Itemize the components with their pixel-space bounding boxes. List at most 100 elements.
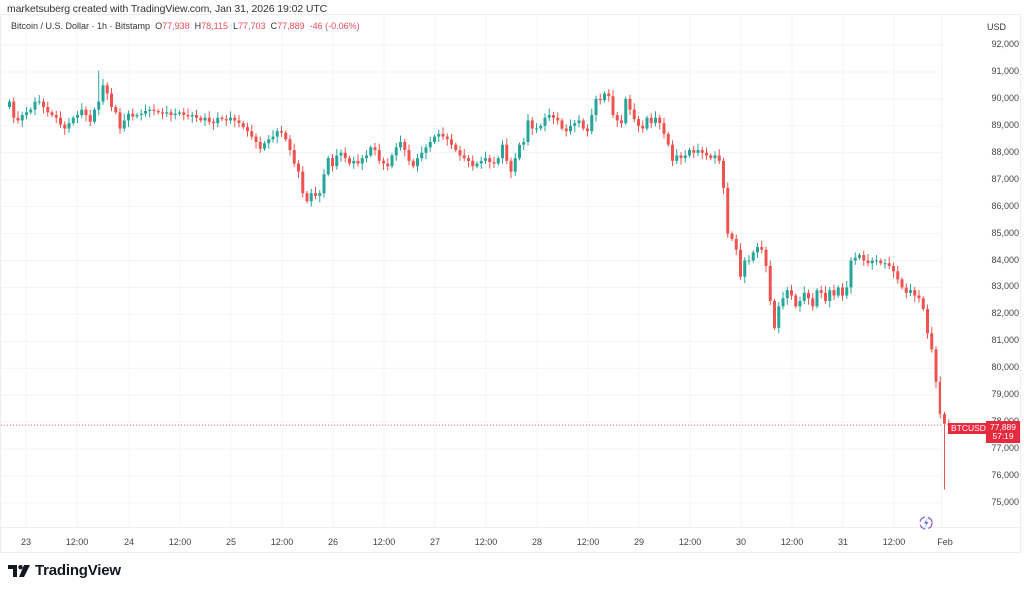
candle — [645, 115, 649, 131]
candle — [509, 157, 513, 179]
time-axis-divider — [0, 527, 1020, 528]
candle — [275, 127, 279, 144]
candle — [139, 109, 143, 121]
candle — [781, 291, 785, 310]
candle — [343, 147, 347, 163]
candle — [675, 148, 679, 165]
candle — [144, 104, 147, 117]
candle — [926, 304, 929, 339]
price-tick-label: 76,000 — [991, 470, 1019, 481]
candle — [254, 133, 258, 149]
close-label: C — [270, 21, 278, 31]
candle — [513, 152, 517, 176]
candle — [301, 166, 305, 198]
time-tick-label: 26 — [327, 537, 339, 547]
candle — [921, 296, 925, 312]
currency-label[interactable]: USD — [987, 22, 1007, 32]
candle — [420, 146, 424, 162]
candle — [258, 136, 262, 154]
candle — [190, 111, 194, 123]
candle — [373, 143, 377, 156]
candle — [220, 115, 224, 122]
candle — [807, 289, 810, 305]
candle — [263, 141, 266, 151]
price-tick-label: 83,000 — [991, 281, 1019, 292]
time-tick-label: 12:00 — [882, 537, 906, 547]
time-tick-label: Feb — [937, 537, 953, 547]
candle — [377, 143, 381, 165]
candle — [607, 89, 611, 102]
candle — [284, 130, 288, 142]
candle — [360, 154, 364, 171]
candle — [836, 285, 840, 298]
candle — [530, 117, 534, 135]
candle — [862, 250, 866, 266]
candle — [688, 147, 691, 158]
candle — [471, 155, 475, 171]
candle — [913, 286, 917, 303]
time-tick-label: 12:00 — [168, 537, 192, 547]
candle — [8, 99, 11, 110]
candle — [892, 262, 895, 278]
candle — [743, 257, 747, 284]
candle — [326, 155, 330, 177]
replay-event-icon[interactable] — [918, 515, 934, 531]
candle — [841, 283, 844, 301]
candle — [246, 122, 249, 137]
candle — [356, 154, 360, 167]
candle — [54, 110, 58, 124]
candle — [611, 89, 615, 119]
candle — [271, 130, 275, 143]
candle — [734, 234, 738, 256]
candle — [569, 119, 572, 135]
candle — [88, 109, 92, 127]
time-tick-label: 24 — [123, 537, 135, 547]
candle — [50, 110, 54, 118]
time-tick-label: 12:00 — [474, 537, 498, 547]
candle — [237, 115, 241, 128]
candle — [369, 145, 373, 158]
candle — [127, 110, 130, 127]
candle — [760, 240, 764, 253]
candle — [484, 151, 487, 165]
candle — [671, 140, 674, 167]
tradingview-wordmark: TradingView — [35, 562, 121, 579]
candle — [122, 113, 126, 132]
candle — [59, 111, 62, 128]
candle — [909, 283, 912, 297]
candle — [819, 285, 823, 299]
candle — [25, 106, 28, 120]
candle — [649, 113, 653, 129]
candle — [709, 153, 713, 161]
candle — [543, 113, 547, 132]
candle — [492, 156, 496, 168]
candle — [352, 156, 356, 169]
change-value: -46 (-0.06%) — [309, 21, 360, 31]
high-value: 78,115 — [201, 21, 228, 31]
candle — [20, 111, 24, 127]
candle — [488, 154, 492, 169]
candle — [458, 145, 462, 161]
candle — [288, 134, 292, 156]
price-tick-label: 82,000 — [991, 308, 1019, 319]
candle — [679, 152, 683, 165]
price-tick-label: 79,000 — [991, 389, 1019, 400]
price-tick-label: 86,000 — [991, 200, 1019, 211]
candle — [335, 148, 339, 170]
candle — [496, 155, 500, 166]
symbol-legend[interactable]: Bitcoin / U.S. Dollar · 1h · Bitstamp O7… — [11, 21, 360, 31]
tradingview-logo[interactable]: TradingView — [8, 562, 121, 579]
candle — [547, 108, 551, 121]
candle — [445, 133, 449, 146]
candle — [169, 109, 173, 122]
candle — [250, 124, 254, 140]
last-price-tag: 77,889 57:19 — [986, 421, 1020, 443]
candle — [46, 101, 50, 117]
candle — [292, 143, 296, 167]
candle — [717, 148, 721, 165]
price-tick-label: 87,000 — [991, 173, 1019, 184]
candle — [152, 104, 156, 116]
candle — [97, 70, 101, 116]
candle — [203, 113, 207, 126]
